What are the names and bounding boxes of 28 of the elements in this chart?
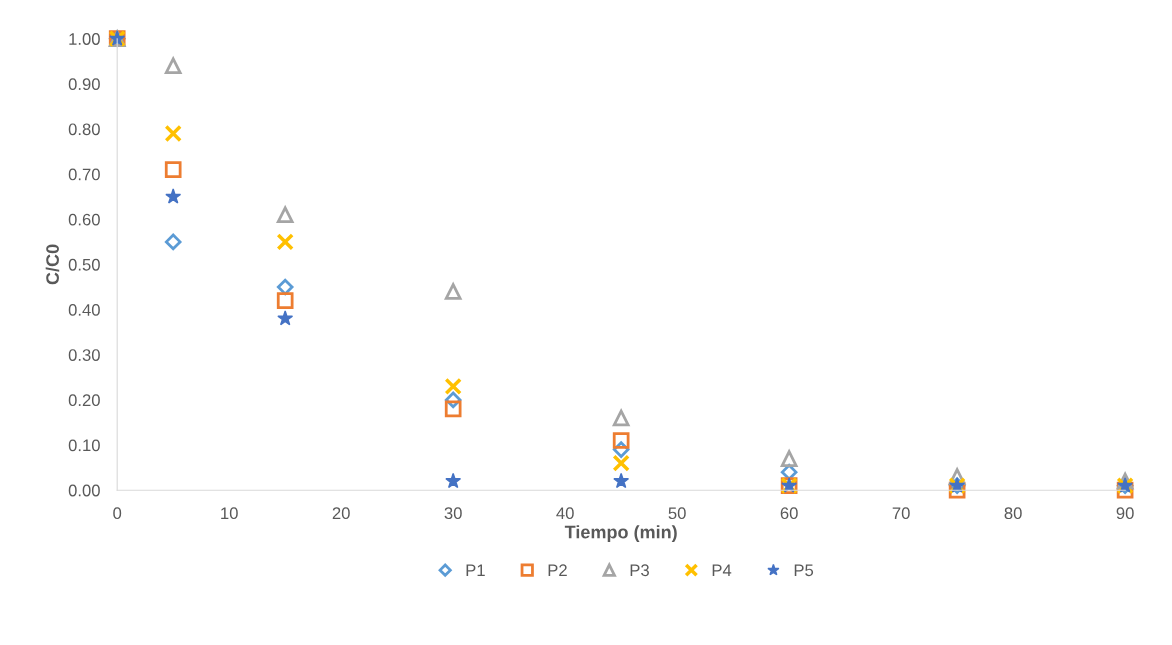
legend-label: P3 <box>630 564 649 577</box>
legend-label: P4 <box>712 564 732 576</box>
x-tick-label: 30 <box>444 507 462 520</box>
y-tick-label: 0.20 <box>68 394 100 407</box>
y-tick-label: 0.40 <box>68 304 100 316</box>
y-tick-label: 0.90 <box>68 78 100 91</box>
legend-label: P5 <box>794 564 814 577</box>
x-tick-label: 90 <box>1116 507 1134 520</box>
x-tick-label: 10 <box>221 507 238 520</box>
x-tick-label: 40 <box>556 507 574 520</box>
y-tick-label: 0.70 <box>68 168 100 181</box>
y-tick-label: 0.50 <box>68 258 100 271</box>
legend-label: P1 <box>466 564 485 576</box>
x-tick-label: 80 <box>1004 507 1022 520</box>
x-tick-label: 20 <box>332 507 350 520</box>
y-tick-label: 0.80 <box>68 123 100 136</box>
x-tick-label: 0 <box>113 507 122 520</box>
x-tick-label: 50 <box>668 507 686 520</box>
y-tick-label: 1.00 <box>69 33 100 45</box>
legend-label: P2 <box>548 564 567 576</box>
y-tick-label: 0.10 <box>68 439 100 452</box>
x-axis-title: Tiempo (min) <box>564 525 677 543</box>
x-tick-label: 60 <box>780 507 798 520</box>
y-tick-label: 0.30 <box>68 349 100 361</box>
y-tick-label: 0.60 <box>68 213 100 226</box>
y-axis-title: C/C0 <box>45 244 60 285</box>
y-tick-label: 0.00 <box>68 484 100 497</box>
x-tick-label: 70 <box>892 507 910 520</box>
